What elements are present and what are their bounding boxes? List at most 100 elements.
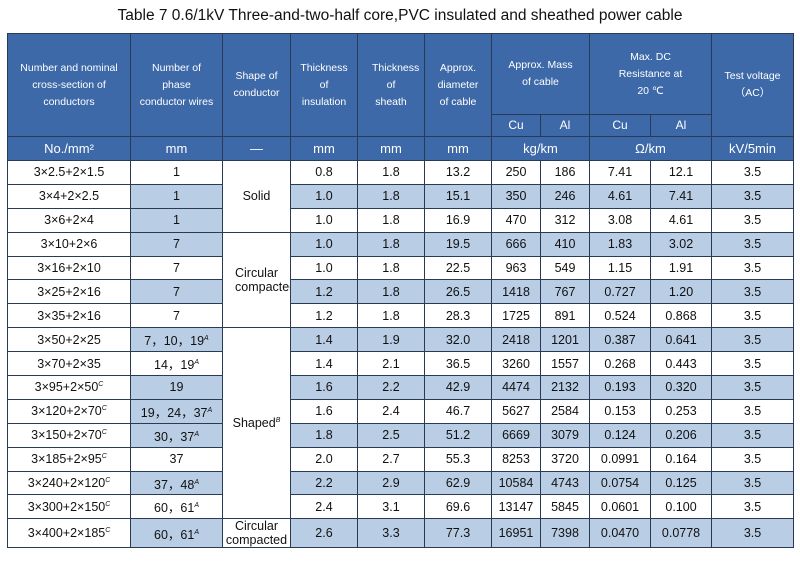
cell-sheath: 1.9 [357, 327, 425, 353]
size-text: 3×240+2×120 [27, 476, 106, 491]
cell-mass-cu: 1725 [491, 303, 541, 329]
cell-mass-al: 4743 [539, 470, 591, 496]
cell-mass-cu: 10584 [491, 470, 541, 496]
cell-size: 3×120+2×70C [7, 398, 131, 424]
cell-wires: 1 [130, 183, 223, 209]
size-note: C [105, 500, 111, 508]
wires-text: 1 [173, 165, 180, 180]
cell-size: 3×2.5+2×1.5 [7, 160, 131, 185]
cell-mass-al: 1201 [539, 327, 591, 353]
cell-diameter: 32.0 [424, 327, 492, 353]
cell-insulation: 1.0 [290, 231, 358, 257]
cell-voltage: 3.5 [711, 303, 795, 329]
cell-sheath: 3.1 [357, 494, 425, 520]
cell-diameter: 62.9 [424, 470, 492, 496]
cell-resistance-cu: 3.08 [589, 207, 652, 233]
cell-insulation: 0.8 [290, 160, 358, 185]
cell-resistance-cu: 1.83 [589, 231, 652, 257]
cell-resistance-al: 0.164 [650, 446, 713, 472]
wires-text: 37，48 [154, 477, 195, 492]
cell-resistance-al: 1.91 [650, 255, 713, 281]
size-text: 3×25+2×16 [37, 284, 101, 299]
wires-text: 1 [173, 213, 180, 228]
cell-mass-al: 246 [539, 183, 591, 209]
cell-sheath: 2.4 [357, 398, 425, 424]
cell-diameter: 16.9 [424, 207, 492, 233]
cell-sheath: 2.7 [357, 446, 425, 472]
cell-sheath: 2.1 [357, 351, 425, 377]
size-note: C [98, 381, 104, 389]
cell-voltage: 3.5 [711, 160, 795, 185]
cell-resistance-cu: 0.124 [589, 422, 652, 448]
cell-mass-cu: 963 [491, 255, 541, 281]
table-row: 3×300+2×150C 60，61A 2.4 3.1 69.6 13147 5845 0.0… [7, 494, 795, 520]
shape-text: Shaped [232, 416, 276, 431]
cell-resistance-al: 0.320 [650, 375, 713, 400]
header-voltage: Test voltage （AC） [711, 33, 795, 137]
cell-diameter: 69.6 [424, 494, 492, 520]
cell-sheath: 1.8 [357, 303, 425, 329]
shape-text: Circular compacted [225, 519, 288, 548]
cell-shape: Solid [222, 160, 291, 233]
unit-voltage: kV/5min [711, 136, 795, 161]
wires-text: 60，61 [154, 527, 195, 542]
cell-wires: 30，37A [130, 422, 223, 448]
cell-diameter: 51.2 [424, 422, 492, 448]
cell-resistance-cu: 7.41 [589, 160, 652, 185]
cell-insulation: 1.0 [290, 255, 358, 281]
table-row: 3×4+2×2.5 1 1.0 1.8 15.1 350 246 4.61 7.41 3.5 [7, 183, 795, 209]
header-diameter: Approx. diameter of cable [424, 33, 492, 137]
cell-resistance-cu: 0.193 [589, 375, 652, 400]
cell-sheath: 3.3 [357, 518, 425, 549]
cell-voltage: 3.5 [711, 255, 795, 281]
cell-wires: 7 [130, 303, 223, 329]
wires-text: 19，24，37 [140, 405, 208, 420]
cell-wires: 37，48A [130, 470, 223, 496]
wires-text: 7 [173, 261, 180, 275]
table-row: 3×400+2×185C 60，61A Circular compacted 2.6 3… [7, 518, 795, 549]
cell-size: 3×240+2×120C [7, 470, 131, 496]
shape-note: B [275, 417, 281, 425]
cell-mass-cu: 16951 [491, 518, 541, 549]
cell-resistance-al: 0.206 [650, 422, 713, 448]
wires-text: 30，37 [154, 429, 195, 444]
cell-size: 3×10+2×6 [7, 231, 131, 257]
cell-resistance-al: 7.41 [650, 183, 713, 209]
cell-resistance-cu: 0.0754 [589, 470, 652, 496]
size-note: C [105, 476, 111, 484]
cell-size: 3×4+2×2.5 [7, 183, 131, 209]
unit-mass: kg/km [490, 136, 591, 161]
size-text: 3×6+2×4 [44, 213, 94, 228]
cell-mass-cu: 666 [491, 231, 541, 257]
wires-text: 7 [173, 308, 180, 323]
header-resistance-cu: Cu [589, 114, 652, 137]
cell-sheath: 1.8 [357, 207, 425, 233]
header-mass: Approx. Mass of cable [490, 33, 591, 115]
cell-mass-cu: 13147 [491, 494, 541, 520]
cell-diameter: 22.5 [424, 255, 492, 281]
table-row: 3×25+2×16 7 1.2 1.8 26.5 1418 767 0.727 1.20 3.5 [7, 279, 795, 305]
cell-insulation: 2.6 [290, 518, 358, 549]
size-note: C [101, 405, 107, 413]
cell-diameter: 13.2 [424, 160, 492, 185]
header-shape: Shape of conductor [222, 33, 291, 137]
cell-size: 3×50+2×25 [7, 327, 131, 353]
cell-resistance-al: 0.0778 [650, 518, 713, 549]
cell-resistance-al: 0.868 [650, 303, 713, 329]
header-mass-al: Al [539, 114, 591, 137]
size-text: 3×10+2×6 [40, 237, 98, 252]
cell-resistance-cu: 0.268 [589, 351, 652, 377]
cell-resistance-cu: 4.61 [589, 183, 652, 209]
cell-voltage: 3.5 [711, 518, 795, 549]
unit-nominal: No./mm² [7, 136, 131, 161]
cell-diameter: 19.5 [424, 231, 492, 257]
cell-voltage: 3.5 [711, 398, 795, 424]
size-note: C [101, 429, 107, 437]
wires-note: A [194, 502, 199, 510]
cell-insulation: 1.4 [290, 351, 358, 377]
cell-sheath: 1.8 [357, 231, 425, 257]
unit-resistance: Ω/km [589, 136, 713, 161]
wires-note: A [194, 358, 199, 366]
cell-shape: Circular compacted [222, 518, 291, 549]
cell-insulation: 1.0 [290, 207, 358, 233]
